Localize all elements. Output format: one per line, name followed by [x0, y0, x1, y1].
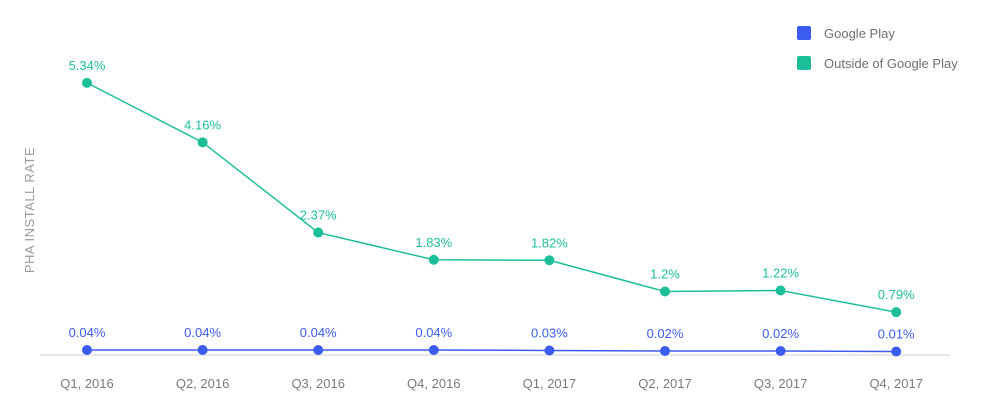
- data-point: [428, 344, 439, 355]
- legend-swatch: [797, 26, 811, 40]
- data-label: 0.79%: [878, 287, 915, 302]
- legend-swatch: [797, 56, 811, 70]
- data-label: 0.03%: [531, 325, 568, 340]
- x-tick-label: Q2, 2016: [176, 376, 230, 391]
- data-label: 1.22%: [762, 266, 799, 281]
- series-line: [87, 349, 897, 353]
- data-label: 0.04%: [300, 325, 337, 340]
- data-point: [660, 286, 670, 297]
- data-point: [544, 345, 555, 356]
- legend-label: Google Play: [824, 26, 895, 41]
- x-tick-label: Q4, 2016: [407, 376, 461, 391]
- data-label: 1.83%: [415, 235, 452, 250]
- data-point: [775, 345, 786, 356]
- y-axis-label: PHA INSTALL RATE: [22, 147, 37, 273]
- data-label: 0.02%: [762, 326, 799, 341]
- data-point: [544, 255, 555, 266]
- data-point: [313, 344, 324, 355]
- data-label: 1.82%: [531, 235, 568, 250]
- legend-label: Outside of Google Play: [824, 56, 958, 71]
- data-point: [197, 137, 208, 148]
- x-tick-label: Q3, 2017: [754, 376, 808, 391]
- data-label: 0.04%: [184, 325, 221, 340]
- data-point: [82, 344, 92, 355]
- x-tick-label: Q2, 2017: [638, 376, 692, 391]
- series-line: [86, 82, 897, 313]
- data-point: [775, 285, 786, 296]
- data-point: [313, 227, 324, 238]
- data-point: [891, 307, 902, 318]
- data-point: [197, 344, 208, 355]
- data-label: 0.04%: [415, 325, 452, 340]
- x-tick-label: Q1, 2017: [523, 376, 577, 391]
- x-tick-label: Q4, 2017: [869, 376, 923, 391]
- data-label: 4.16%: [184, 117, 221, 132]
- legend: Google Play Outside of Google Play: [797, 26, 958, 71]
- x-tick-label: Q3, 2016: [291, 376, 345, 391]
- data-point: [660, 345, 670, 356]
- data-label: 5.34%: [69, 58, 106, 73]
- data-point: [82, 77, 92, 88]
- x-tick-label: Q1, 2016: [60, 376, 114, 391]
- data-label: 1.2%: [650, 267, 680, 282]
- plot-area: Q1, 2016 Q2, 2016 Q3, 2016 Q4, 2016 Q1, 2017…: [60, 58, 923, 391]
- data-point: [428, 254, 439, 265]
- data-label: 0.01%: [878, 326, 915, 341]
- data-label: 0.02%: [647, 326, 684, 341]
- data-label: 0.04%: [69, 325, 106, 340]
- data-label: 2.37%: [300, 208, 337, 223]
- data-point: [891, 346, 902, 357]
